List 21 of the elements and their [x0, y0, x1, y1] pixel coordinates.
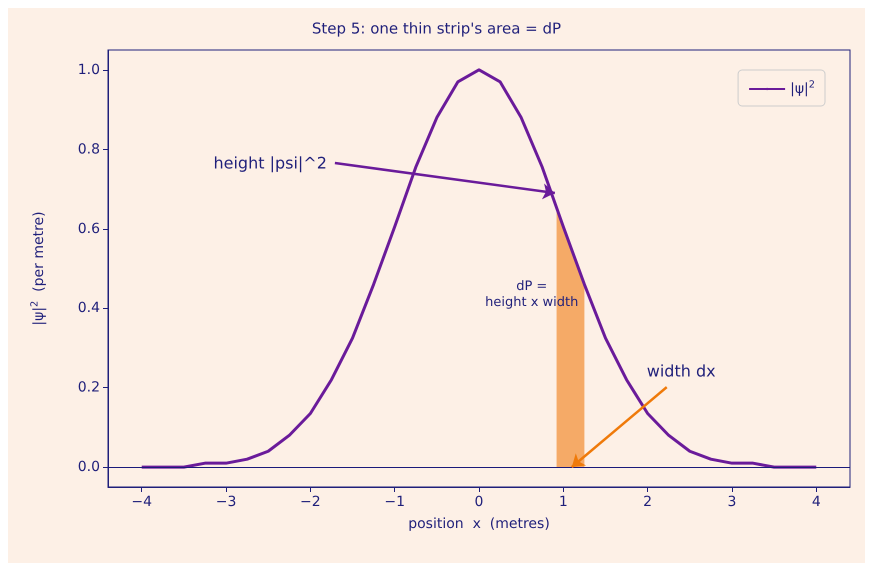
x-tick-label: −4 — [131, 494, 152, 510]
x-tick-label: 4 — [812, 494, 821, 510]
x-tick-label: −3 — [216, 494, 236, 510]
x-tick-label: −2 — [300, 494, 321, 510]
y-tick-label: 0.4 — [78, 300, 100, 316]
y-tick-label: 0.0 — [78, 459, 100, 476]
chart-title: Step 5: one thin strip's area = dP — [312, 20, 562, 38]
x-tick-label: 0 — [474, 494, 484, 510]
y-tick-label: 0.2 — [78, 380, 100, 396]
x-axis-title: position x (metres) — [408, 516, 550, 532]
y-tick-label: 1.0 — [78, 62, 100, 78]
x-tick-label: 1 — [558, 494, 568, 510]
x-tick-label: −1 — [384, 494, 405, 510]
x-tick-label: 3 — [727, 494, 736, 510]
line-series — [140, 68, 818, 469]
annotation: height |psi|^2 — [213, 154, 327, 173]
annotation: width dx — [646, 362, 716, 381]
y-tick-label: 0.8 — [78, 141, 100, 158]
x-tick-label: 2 — [643, 494, 652, 510]
y-tick-label: 0.6 — [78, 220, 100, 237]
y-axis-title: |ψ|2 (per metre) — [30, 211, 47, 326]
